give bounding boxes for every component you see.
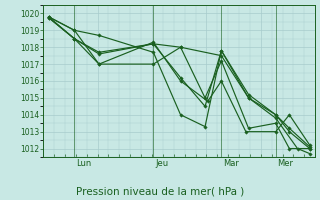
Text: Lun: Lun (76, 159, 91, 168)
Text: Mar: Mar (223, 159, 239, 168)
Text: Jeu: Jeu (155, 159, 168, 168)
Text: Pression niveau de la mer( hPa ): Pression niveau de la mer( hPa ) (76, 186, 244, 196)
Text: Mer: Mer (277, 159, 293, 168)
